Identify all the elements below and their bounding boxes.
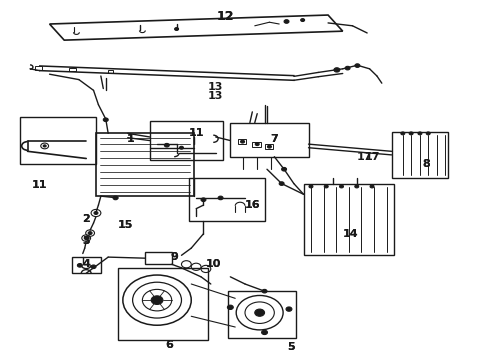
Text: 11: 11 <box>32 180 48 190</box>
Bar <box>145 252 172 264</box>
Text: 5: 5 <box>288 342 295 352</box>
Text: 8: 8 <box>422 159 430 169</box>
Circle shape <box>301 19 305 22</box>
Text: 9: 9 <box>170 252 178 262</box>
Circle shape <box>179 146 183 149</box>
Text: 5: 5 <box>288 342 295 352</box>
Bar <box>392 132 448 178</box>
Circle shape <box>255 309 265 316</box>
Text: 14: 14 <box>342 229 358 239</box>
Circle shape <box>164 143 169 147</box>
Text: 1: 1 <box>126 134 134 144</box>
Text: 17: 17 <box>357 152 372 162</box>
Circle shape <box>370 185 374 188</box>
Text: 11: 11 <box>188 129 204 138</box>
Circle shape <box>91 265 96 269</box>
Circle shape <box>84 237 88 239</box>
Circle shape <box>409 132 413 135</box>
Bar <box>96 134 194 196</box>
Bar <box>252 141 261 147</box>
Circle shape <box>345 66 350 70</box>
Circle shape <box>355 64 360 67</box>
Text: 16: 16 <box>245 200 260 210</box>
Circle shape <box>262 289 267 293</box>
Circle shape <box>103 118 108 122</box>
Text: 3: 3 <box>82 236 90 246</box>
Bar <box>304 184 394 255</box>
Bar <box>20 117 96 164</box>
Bar <box>150 121 223 160</box>
Bar <box>238 139 246 144</box>
Bar <box>265 144 273 149</box>
Bar <box>230 123 309 157</box>
Text: 8: 8 <box>422 159 430 169</box>
Text: 13: 13 <box>208 91 223 101</box>
Circle shape <box>241 140 245 143</box>
Bar <box>72 257 101 273</box>
Text: 2: 2 <box>82 215 90 224</box>
Circle shape <box>286 307 292 311</box>
Text: 17: 17 <box>364 152 380 162</box>
Text: 6: 6 <box>165 340 173 350</box>
Circle shape <box>426 132 430 135</box>
Text: 1: 1 <box>126 134 134 144</box>
Text: 11: 11 <box>32 180 48 190</box>
Circle shape <box>151 296 163 305</box>
Circle shape <box>279 182 284 185</box>
Circle shape <box>309 185 313 188</box>
Text: 12: 12 <box>217 10 234 23</box>
Text: 14: 14 <box>342 229 358 239</box>
Text: 6: 6 <box>165 340 173 350</box>
Circle shape <box>324 185 328 188</box>
Bar <box>228 291 296 338</box>
Circle shape <box>401 132 405 135</box>
Text: 11: 11 <box>188 129 204 138</box>
Circle shape <box>268 145 271 148</box>
Circle shape <box>418 132 422 135</box>
Bar <box>69 68 76 71</box>
Text: 15: 15 <box>118 220 133 230</box>
Circle shape <box>255 143 259 145</box>
Text: 4: 4 <box>82 259 90 269</box>
Text: 9: 9 <box>170 252 178 262</box>
Text: 3: 3 <box>82 236 90 246</box>
Text: 10: 10 <box>205 259 221 269</box>
Circle shape <box>282 167 287 171</box>
Circle shape <box>201 198 206 202</box>
Circle shape <box>340 185 343 188</box>
Text: 15: 15 <box>118 220 133 230</box>
Circle shape <box>43 145 46 147</box>
Circle shape <box>113 196 118 200</box>
Text: 16: 16 <box>245 200 260 210</box>
Circle shape <box>218 196 223 200</box>
Bar <box>189 178 265 221</box>
Text: 12: 12 <box>217 10 234 23</box>
Text: 2: 2 <box>82 215 90 224</box>
Text: 7: 7 <box>270 134 278 144</box>
Bar <box>108 69 113 73</box>
Circle shape <box>88 231 92 234</box>
Circle shape <box>284 20 289 23</box>
Circle shape <box>227 305 233 310</box>
Circle shape <box>174 28 178 31</box>
Bar <box>35 66 42 70</box>
Text: 7: 7 <box>270 134 278 144</box>
Bar <box>118 268 208 339</box>
Circle shape <box>355 185 359 188</box>
Circle shape <box>334 68 340 72</box>
Text: 4: 4 <box>82 259 90 269</box>
Circle shape <box>262 330 268 334</box>
Circle shape <box>94 212 98 215</box>
Text: 13: 13 <box>208 82 223 92</box>
Circle shape <box>77 264 82 267</box>
Text: 10: 10 <box>205 259 221 269</box>
